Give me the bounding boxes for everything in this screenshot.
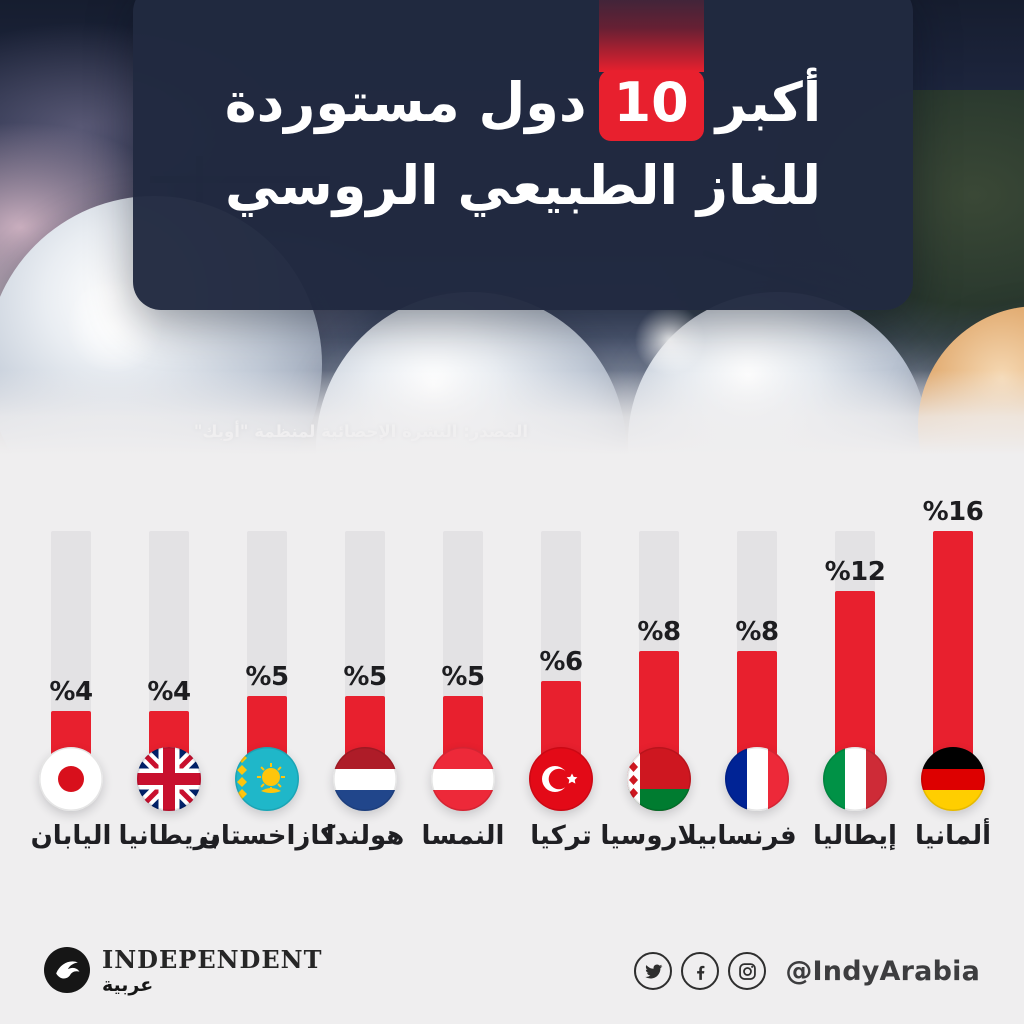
value-label: %5 — [245, 662, 289, 692]
france-flag — [725, 747, 789, 811]
bar-area: %4 — [120, 531, 218, 813]
title-line-1: أكبر10دول مستوردة — [133, 0, 913, 142]
bar-column: %5 هولندا — [316, 531, 414, 851]
instagram-icon[interactable] — [728, 952, 767, 991]
light-flare — [630, 300, 710, 380]
bar-column: %4 اليابان — [22, 531, 120, 851]
country-label: كازاخستان — [198, 821, 336, 851]
bar-column: %5 كازاخستان — [199, 531, 335, 851]
value-label: %5 — [343, 662, 387, 692]
twitter-icon[interactable] — [634, 952, 673, 991]
bar-area: %12 — [806, 531, 904, 813]
bar-area: %5 — [316, 531, 414, 813]
country-label: اليابان — [30, 821, 112, 851]
country-label: هولندا — [325, 821, 405, 851]
footer: INDEPENDENT عربية — [0, 944, 1024, 996]
bar-area: %5 — [414, 531, 512, 813]
japan-flag — [39, 747, 103, 811]
bar-area: %6 — [512, 531, 610, 813]
bar-area: %16 — [904, 497, 1002, 813]
uk-flag — [137, 747, 201, 811]
brand-name-arabic: عربية — [102, 974, 154, 996]
italy-flag — [823, 747, 887, 811]
bar-column: %4 بريطانيا — [118, 531, 220, 851]
hero-photo: أكبر10دول مستوردة للغاز الطبيعي الروسي ا… — [0, 0, 1024, 455]
value-label: %12 — [824, 557, 886, 587]
germany-flag — [921, 747, 985, 811]
value-label: %6 — [539, 647, 583, 677]
country-label: تركيا — [530, 821, 592, 851]
bar-area: %8 — [708, 531, 806, 813]
country-label: النمسا — [421, 821, 505, 851]
turkey-flag — [529, 747, 593, 811]
country-label: بيلاروسيا — [600, 821, 718, 851]
bar-area: %5 — [218, 531, 316, 813]
value-label: %4 — [49, 677, 93, 707]
austria-flag — [431, 747, 495, 811]
number-10-badge: 10 — [598, 0, 704, 142]
title-post: دول مستوردة — [224, 71, 587, 134]
country-label: فرنسا — [717, 821, 797, 851]
kazakhstan-flag — [235, 747, 299, 811]
bar-area: %4 — [22, 531, 120, 813]
bar-area: %8 — [610, 531, 708, 813]
country-label: بريطانيا — [118, 821, 220, 851]
country-label: إيطاليا — [813, 821, 897, 851]
bar-column: %16 ألمانيا — [904, 497, 1002, 851]
netherlands-flag — [333, 747, 397, 811]
title-pre: أكبر — [715, 71, 822, 134]
value-label: %8 — [637, 617, 681, 647]
social-handle[interactable]: @IndyArabia — [785, 955, 980, 987]
title-line-2: للغاز الطبيعي الروسي — [224, 154, 822, 218]
photo-fade — [0, 370, 1024, 455]
bar-chart: %4 اليابان %4 بريطانيا %5 كازاخستان %5 هولندا… — [0, 455, 1024, 851]
facebook-icon[interactable] — [681, 952, 720, 991]
value-label: %5 — [441, 662, 485, 692]
value-label: %16 — [922, 497, 984, 527]
bar-column: %8 بيلاروسيا — [600, 531, 718, 851]
title-panel: أكبر10دول مستوردة للغاز الطبيعي الروسي — [133, 0, 913, 310]
brand-logo: INDEPENDENT عربية — [44, 944, 323, 996]
social-bar: @IndyArabia — [634, 952, 980, 991]
eagle-icon — [44, 946, 90, 993]
bar-fill — [933, 531, 973, 785]
brand-name: INDEPENDENT — [102, 944, 323, 974]
bar-column: %5 النمسا — [414, 531, 512, 851]
bar-column: %6 تركيا — [512, 531, 610, 851]
bar-column: %12 إيطاليا — [806, 531, 904, 851]
bar-chart-columns: %4 اليابان %4 بريطانيا %5 كازاخستان %5 هولندا… — [22, 497, 1002, 851]
country-label: ألمانيا — [914, 821, 991, 851]
belarus-flag — [627, 747, 691, 811]
bar-column: %8 فرنسا — [708, 531, 806, 851]
value-label: %8 — [735, 617, 779, 647]
value-label: %4 — [147, 677, 191, 707]
